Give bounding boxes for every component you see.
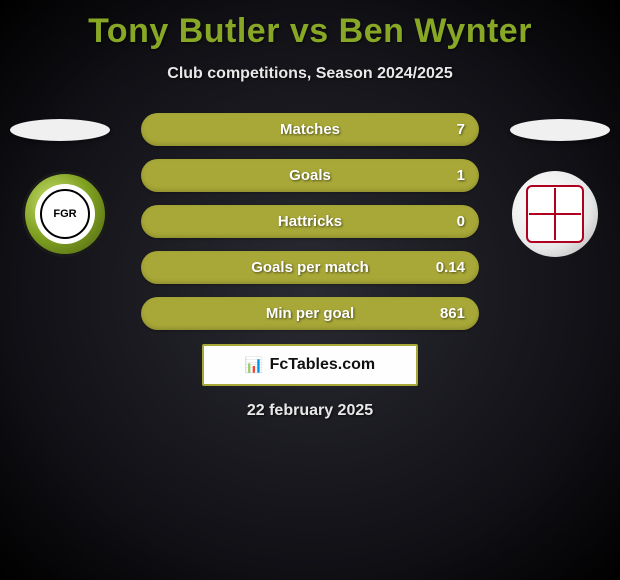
stat-value-right: 0.14 [436,259,465,276]
stat-row-goals: Goals 1 [141,159,479,192]
source-site-text: FcTables.com [270,356,376,374]
stat-label: Hattricks [278,213,342,230]
stat-row-hattricks: Hattricks 0 [141,205,479,238]
player-right-placeholder [510,119,610,141]
chart-icon: 📊 [245,356,264,374]
stat-row-min-per-goal: Min per goal 861 [141,297,479,330]
player-left-placeholder [10,119,110,141]
stat-value-right: 0 [457,213,465,230]
stat-value-right: 861 [440,305,465,322]
stat-label: Matches [280,121,340,138]
stats-list: Matches 7 Goals 1 Hattricks 0 Goals per … [141,113,479,330]
stat-label: Goals [289,167,331,184]
stat-value-right: 1 [457,167,465,184]
stat-label: Goals per match [251,259,369,276]
stat-value-right: 7 [457,121,465,138]
stat-label: Min per goal [266,305,354,322]
competition-subtitle: Club competitions, Season 2024/2025 [0,65,620,83]
snapshot-date: 22 february 2025 [0,402,620,420]
club-badge-right [512,171,598,257]
source-attribution[interactable]: 📊 FcTables.com [202,344,418,386]
page-title: Tony Butler vs Ben Wynter [0,0,620,51]
comparison-area: Matches 7 Goals 1 Hattricks 0 Goals per … [0,113,620,420]
stat-row-goals-per-match: Goals per match 0.14 [141,251,479,284]
club-badge-left [22,171,108,257]
stat-row-matches: Matches 7 [141,113,479,146]
